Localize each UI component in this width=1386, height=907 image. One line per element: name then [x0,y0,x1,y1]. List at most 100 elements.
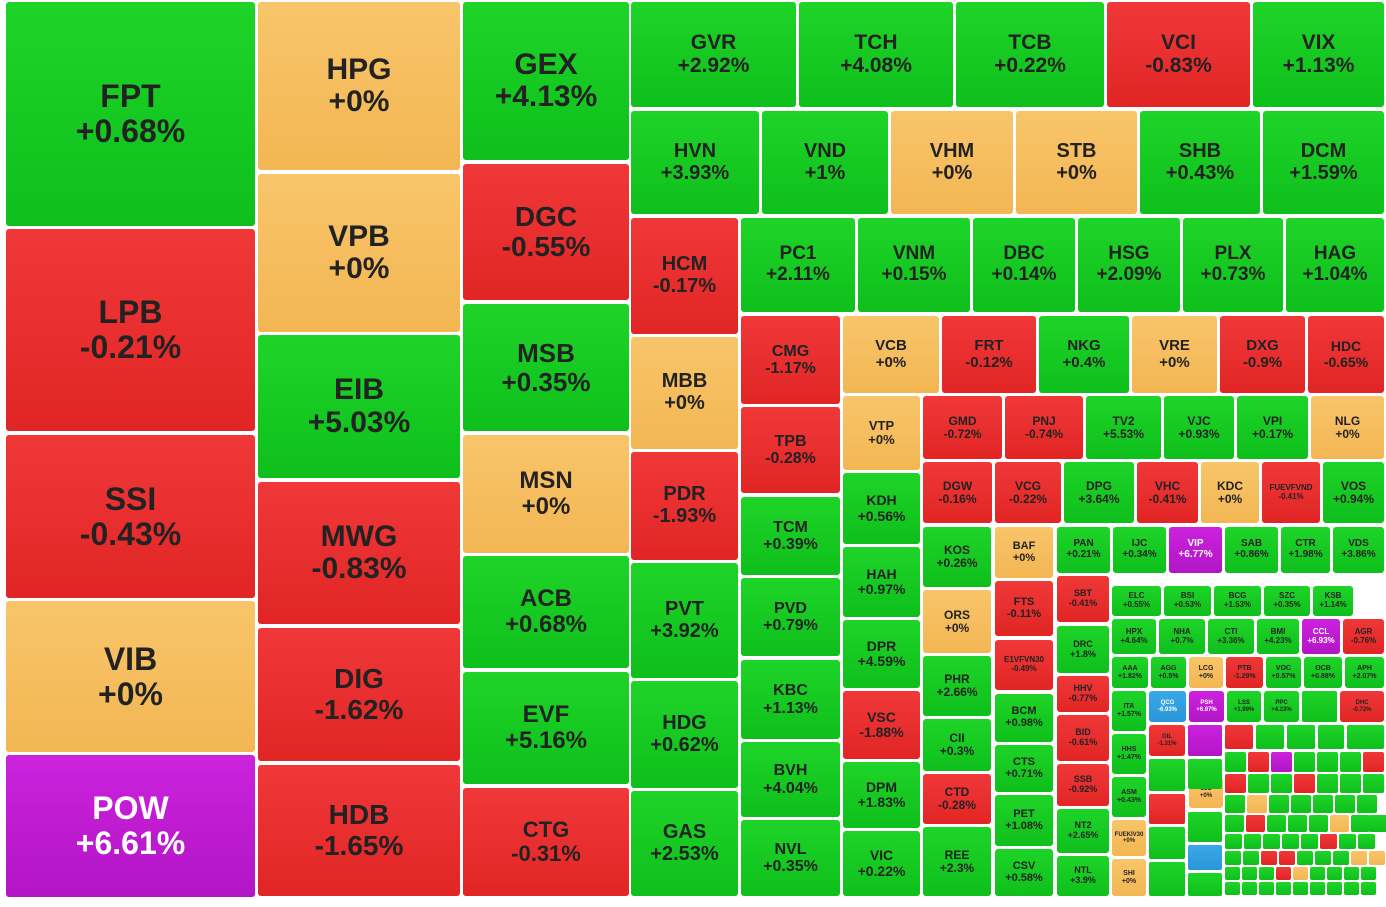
tile-fuevfvnd[interactable]: FUEVFVND -0.41% [1262,462,1320,523]
tile-tch[interactable]: TCH +4.08% [799,2,953,107]
tile-ssb[interactable]: SSB -0.92% [1057,764,1109,806]
small-tile[interactable] [1242,882,1257,895]
small-tile[interactable] [1279,851,1295,865]
tile-gvr[interactable]: GVR +2.92% [631,2,796,107]
tile-pow[interactable]: POW +6.61% [6,755,255,897]
tile-pc1[interactable]: PC1 +2.11% [741,218,855,312]
tile-kdh[interactable]: KDH +0.56% [843,473,920,544]
small-tile[interactable] [1225,867,1240,880]
tile-vhc[interactable]: VHC -0.41% [1137,462,1198,523]
tile-hpg[interactable]: HPG +0% [258,2,460,170]
small-tile[interactable] [1188,759,1222,789]
small-tile[interactable] [1247,795,1267,813]
tile-hdg[interactable]: HDG +0.62% [631,681,738,788]
tile-dpr[interactable]: DPR +4.59% [843,620,920,688]
tile-nlg[interactable]: NLG +0% [1311,396,1384,459]
tile-bsi[interactable]: BSI +0.53% [1164,586,1211,616]
tile-szc[interactable]: SZC +0.35% [1264,586,1310,616]
small-tile[interactable] [1317,774,1338,793]
small-tile[interactable] [1276,867,1291,880]
tile-vci[interactable]: VCI -0.83% [1107,2,1250,107]
small-tile[interactable] [1351,851,1367,865]
tile-bmi[interactable]: BMI +4.23% [1257,619,1299,654]
tile-ccl[interactable]: CCL +6.93% [1302,619,1340,654]
small-tile[interactable] [1317,752,1338,772]
small-tile[interactable] [1263,834,1280,849]
tile-vre[interactable]: VRE +0% [1132,316,1217,393]
tile-vip[interactable]: VIP +6.77% [1169,527,1222,573]
tile-ksb[interactable]: KSB +1.14% [1313,586,1353,616]
tile-vcg[interactable]: VCG -0.22% [995,462,1061,523]
small-tile[interactable] [1333,851,1349,865]
small-tile[interactable] [1327,867,1342,880]
tile-pnj[interactable]: PNJ -0.74% [1005,396,1083,459]
small-tile[interactable] [1294,752,1315,772]
tile-vnd[interactable]: VND +1% [762,111,888,214]
tile-hpx[interactable]: HPX +4.64% [1112,619,1156,654]
small-tile[interactable] [1363,752,1384,772]
small-tile[interactable] [1188,873,1222,896]
tile-eib[interactable]: EIB +5.03% [258,335,460,478]
tile-dhc[interactable]: DHC -0.72% [1340,691,1384,722]
tile-ree[interactable]: REE +2.3% [923,827,991,896]
tile-vix[interactable]: VIX +1.13% [1253,2,1384,107]
tile-hah[interactable]: HAH +0.97% [843,547,920,617]
small-tile[interactable] [1310,867,1325,880]
small-tile[interactable] [1225,882,1240,895]
small-tile[interactable] [1294,774,1315,793]
small-tile[interactable] [1271,752,1292,772]
tile-bcm[interactable]: BCM +0.98% [995,694,1053,742]
tile-aph[interactable]: APH +2.07% [1345,657,1384,688]
small-tile[interactable] [1149,862,1185,896]
tile-aaa[interactable]: AAA +1.82% [1112,657,1148,688]
small-tile[interactable] [1149,794,1185,824]
tile-ctr[interactable]: CTR +1.98% [1281,527,1330,573]
small-tile[interactable] [1248,752,1269,772]
tile-tcb[interactable]: TCB +0.22% [956,2,1104,107]
tile-pet[interactable]: PET +1.08% [995,795,1053,846]
small-tile[interactable] [1271,774,1292,793]
small-tile[interactable] [1297,851,1313,865]
small-tile[interactable] [1248,774,1269,793]
small-tile[interactable] [1225,774,1246,793]
small-tile[interactable] [1330,815,1349,832]
small-tile[interactable] [1225,815,1244,832]
small-tile[interactable] [1256,725,1284,749]
small-tile[interactable] [1315,851,1331,865]
tile-nha[interactable]: NHA +0.7% [1159,619,1205,654]
small-tile[interactable] [1188,845,1222,870]
small-tile[interactable] [1301,834,1318,849]
tile-dgc[interactable]: DGC -0.55% [463,164,629,300]
tile-sab[interactable]: SAB +0.86% [1225,527,1278,573]
tile-bid[interactable]: BID -0.61% [1057,715,1109,761]
small-tile[interactable] [1318,725,1344,749]
small-tile[interactable] [1340,774,1361,793]
small-tile[interactable] [1149,827,1185,859]
tile-lss[interactable]: LSS +1.99% [1227,691,1261,722]
tile-vib[interactable]: VIB +0% [6,601,255,752]
tile-pvd[interactable]: PVD +0.79% [741,578,840,656]
tile-hdb[interactable]: HDB -1.65% [258,765,460,896]
tile-shb[interactable]: SHB +0.43% [1140,111,1260,214]
tile-ctg[interactable]: CTG -0.31% [463,788,629,896]
small-tile[interactable] [1361,867,1376,880]
tile-vpi[interactable]: VPI +0.17% [1237,396,1308,459]
tile-vnm[interactable]: VNM +0.15% [858,218,970,312]
tile-mwg[interactable]: MWG -0.83% [258,482,460,624]
small-tile[interactable] [1259,867,1274,880]
tile-gex[interactable]: GEX +4.13% [463,2,629,160]
tile-plx[interactable]: PLX +0.73% [1183,218,1283,312]
small-tile[interactable] [1363,774,1384,793]
tile-vds[interactable]: VDS +3.86% [1333,527,1384,573]
tile-kbc[interactable]: KBC +1.13% [741,660,840,739]
tile-dig[interactable]: DIG -1.62% [258,628,460,761]
small-tile[interactable] [1347,725,1384,749]
tile-pvt[interactable]: PVT +3.92% [631,563,738,678]
tile-dxg[interactable]: DXG -0.9% [1220,316,1305,393]
tile-gil[interactable]: GIL -1.31% [1149,725,1185,756]
tile-vsc[interactable]: VSC -1.88% [843,691,920,759]
tile-gmd[interactable]: GMD -0.72% [923,396,1002,459]
tile-hdc[interactable]: HDC -0.65% [1308,316,1384,393]
small-tile[interactable] [1313,795,1333,813]
small-tile[interactable] [1344,882,1359,895]
